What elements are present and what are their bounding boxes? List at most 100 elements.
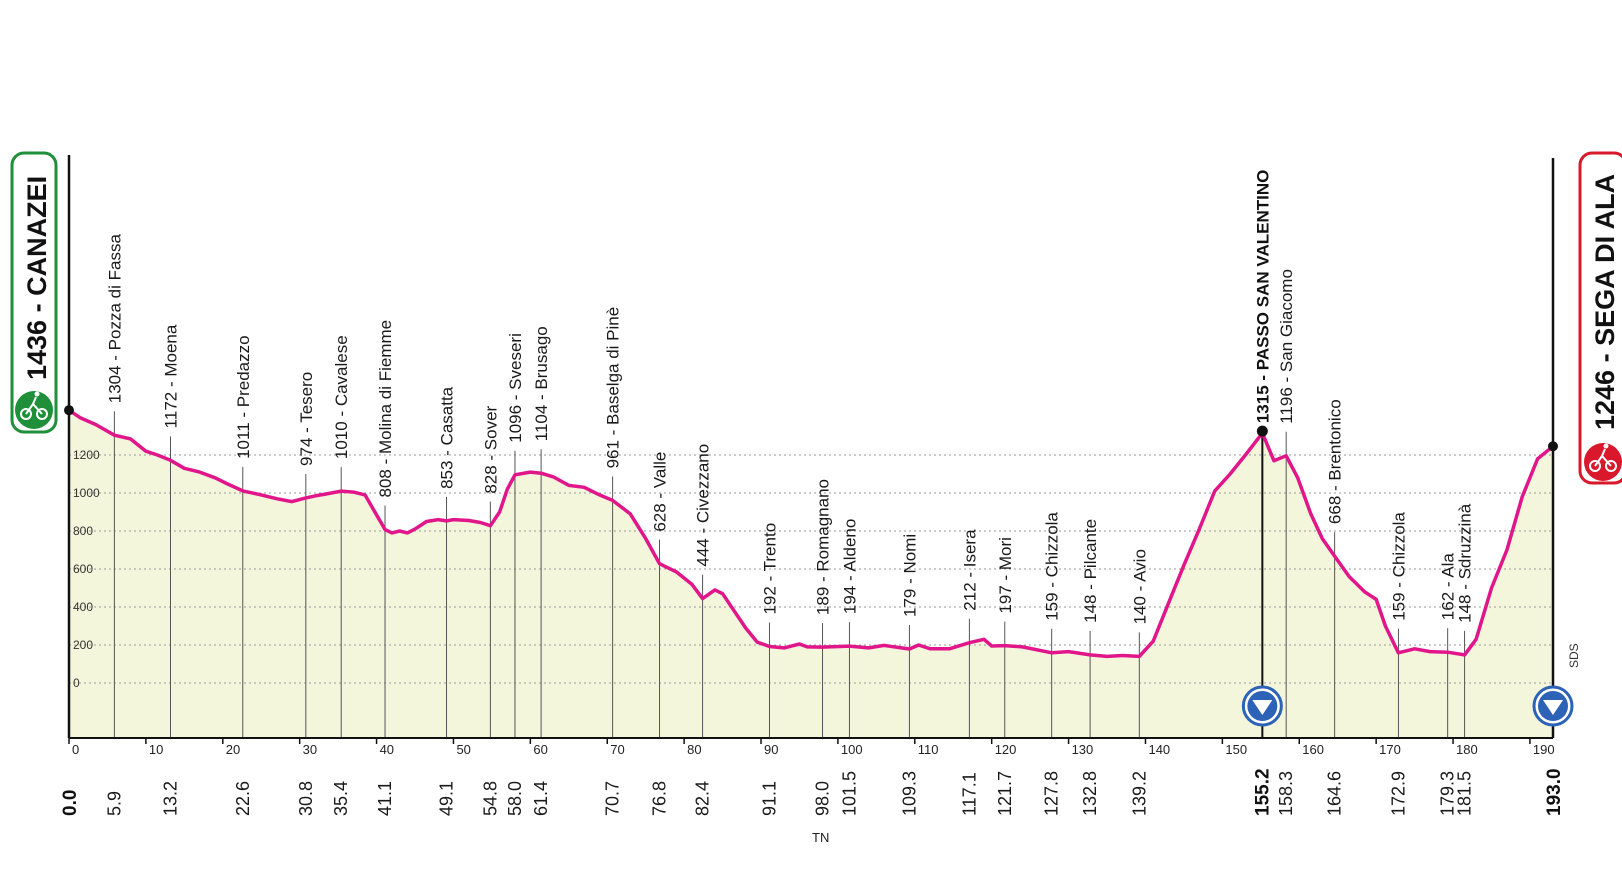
- start-cyclist-icon: [15, 391, 53, 429]
- summit-marker-icon: [1532, 685, 1574, 727]
- place-label: 974 - Tesero: [297, 372, 316, 466]
- km-label: 58.0: [505, 781, 525, 816]
- sds-label: SDS: [1567, 643, 1581, 668]
- x-tick-label: 60: [533, 742, 547, 757]
- place-label: 140 - Avio: [1130, 549, 1149, 624]
- x-tick-label: 130: [1072, 742, 1094, 757]
- place-label: 628 - Valle: [651, 452, 670, 532]
- km-label: 5.9: [104, 791, 124, 816]
- km-label: 82.4: [693, 781, 713, 816]
- x-tick-label: 160: [1302, 742, 1324, 757]
- km-label: 35.4: [331, 781, 351, 816]
- km-labels-layer: 5.9 13.2 22.6 30.8 35.4 41.1 49.1 54.8 58.0 61.4 7…: [60, 768, 1565, 816]
- x-tick-label: 90: [764, 742, 778, 757]
- start-finish-layer: 1436 - CANAZEI 1246 - SEGA DI ALA SDS TN: [10, 151, 1622, 845]
- start-badge: 1436 - CANAZEI: [10, 151, 58, 434]
- km-label: 155.2: [1252, 768, 1273, 816]
- place-label: 853 - Casatta: [438, 386, 457, 489]
- place-label: 444 - Civezzano: [694, 444, 713, 567]
- place-lines-layer: [113, 411, 1466, 738]
- place-label: 189 - Romagnano: [814, 479, 833, 615]
- km-label: 91.1: [759, 781, 779, 816]
- y-tick-label: 1000: [73, 486, 100, 500]
- summit-marker-icon: [1241, 685, 1283, 727]
- km-label: 117.1: [959, 772, 979, 816]
- place-label: 159 - Chizzola: [1043, 512, 1062, 621]
- start-km-label: 0.0: [60, 790, 81, 816]
- place-label: 148 - Pilcante: [1081, 519, 1100, 623]
- place-label: 1196 - San Giacomo: [1277, 269, 1296, 424]
- x-tick-label: 120: [995, 742, 1017, 757]
- finish-badge: 1246 - SEGA DI ALA: [1578, 151, 1622, 485]
- x-tick-label: 100: [841, 742, 863, 757]
- y-tick-label: 1200: [73, 448, 100, 462]
- x-tick-label: 30: [303, 742, 317, 757]
- finish-cyclist-icon: [1584, 443, 1622, 481]
- x-tick-label: 80: [687, 742, 701, 757]
- km-label: 101.5: [839, 771, 859, 816]
- place-label: 212 - Isera: [960, 529, 979, 611]
- km-label: 172.9: [1388, 771, 1408, 816]
- km-label: 181.5: [1455, 771, 1475, 816]
- place-label: 162 - Ala: [1439, 553, 1458, 621]
- km-label: 22.6: [233, 781, 253, 816]
- start-dot: [64, 405, 74, 416]
- tn-label: TN: [812, 830, 829, 845]
- place-label: 197 - Mori: [996, 537, 1015, 614]
- place-labels-layer: 1304 - Pozza di Fassa 1172 - Moena 1011 - …: [105, 170, 1474, 625]
- x-tick-label: 10: [149, 742, 163, 757]
- place-label: 828 - Sover: [481, 405, 500, 493]
- x-tick-label: 150: [1225, 742, 1247, 757]
- marker-triangle: [1543, 700, 1563, 715]
- x-tick-label: 70: [610, 742, 624, 757]
- km-label: 179.3: [1438, 771, 1458, 816]
- place-label: 159 - Chizzola: [1389, 512, 1408, 621]
- km-label: 61.4: [531, 781, 551, 816]
- profile-area: [69, 410, 1553, 738]
- km-label: 41.1: [375, 781, 395, 816]
- x-tick-label: 50: [456, 742, 470, 757]
- place-label: 1096 - Sveseri: [506, 333, 525, 443]
- place-label: 148 - Sdruzzinà: [1456, 503, 1475, 623]
- x-tick-label: 40: [380, 742, 394, 757]
- km-label: 109.3: [899, 771, 919, 816]
- place-label: 1172 - Moena: [161, 324, 180, 428]
- place-label: 961 - Baselga di Pinè: [604, 307, 623, 469]
- grid-layer: 0 200 400 600 800 1000 1200: [69, 448, 1553, 690]
- place-label: 1304 - Pozza di Fassa: [105, 234, 124, 404]
- km-label: 121.7: [995, 771, 1015, 816]
- x-tick-label: 170: [1379, 742, 1401, 757]
- place-label: 1010 - Cavalese: [332, 335, 351, 459]
- y-tick-label: 600: [73, 562, 93, 576]
- start-label: 1436 - CANAZEI: [22, 176, 52, 380]
- km-label: 158.3: [1276, 771, 1296, 816]
- finish-dot: [1548, 441, 1558, 452]
- km-label: 98.0: [813, 781, 833, 816]
- profile-fill-layer: [69, 410, 1553, 738]
- marker-triangle: [1252, 700, 1273, 715]
- y-tick-label: 200: [73, 638, 93, 652]
- km-label: 70.7: [603, 781, 623, 816]
- km-label: 127.8: [1042, 771, 1062, 816]
- km-label: 139.2: [1129, 771, 1149, 816]
- finish-km-label: 193.0: [1544, 768, 1565, 816]
- x-tick-label: 140: [1148, 742, 1170, 757]
- km-label: 132.8: [1080, 771, 1100, 816]
- summit-dot: [1256, 425, 1268, 437]
- finish-label: 1246 - SEGA DI ALA: [1590, 174, 1620, 430]
- x-tick-label: 0: [72, 742, 79, 757]
- place-label: 179 - Nomi: [900, 534, 919, 617]
- km-label: 76.8: [650, 781, 670, 816]
- place-label: 668 - Brentonico: [1326, 399, 1345, 524]
- km-label: 13.2: [160, 781, 180, 816]
- y-tick-label: 0: [73, 676, 80, 690]
- place-label: 1011 - Predazzo: [234, 335, 253, 458]
- place-label: 192 - Trento: [760, 523, 779, 615]
- place-label: 808 - Molina di Fiemme: [376, 320, 395, 498]
- km-label: 49.1: [437, 781, 457, 816]
- x-tick-label: 110: [918, 742, 939, 757]
- km-label: 54.8: [480, 781, 500, 816]
- x-tick-label: 180: [1456, 742, 1478, 757]
- x-tick-label: 190: [1533, 742, 1555, 757]
